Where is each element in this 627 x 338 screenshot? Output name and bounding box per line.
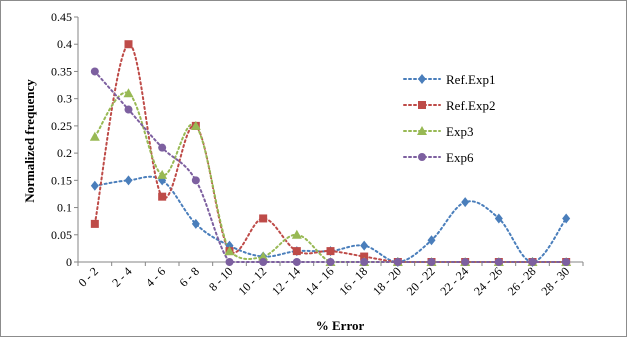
data-point — [190, 120, 201, 130]
data-point — [360, 252, 369, 261]
x-tick-label: 4 - 6 — [143, 264, 168, 289]
data-point — [494, 258, 503, 266]
data-point — [562, 213, 571, 224]
data-point — [124, 40, 133, 49]
data-point — [224, 246, 235, 256]
data-point — [191, 218, 200, 229]
data-point — [292, 247, 301, 256]
data-point — [562, 258, 571, 266]
y-tick-label: 0.4 — [57, 37, 72, 51]
data-point — [90, 67, 99, 76]
data-point — [259, 214, 268, 223]
data-point — [158, 143, 167, 152]
y-tick-label: 0.2 — [57, 146, 72, 160]
legend: Ref.Exp1 Ref.Exp2 Exp3 Exp6 — [403, 72, 495, 165]
data-point — [360, 258, 369, 266]
y-tick-label: 0.45 — [51, 10, 72, 24]
data-point — [528, 258, 537, 266]
data-point — [291, 229, 302, 239]
data-point — [326, 258, 335, 266]
data-point — [191, 176, 200, 185]
data-point — [427, 235, 436, 246]
data-point — [461, 258, 470, 266]
y-tick-label: 0.05 — [51, 228, 72, 242]
data-point — [225, 258, 234, 266]
data-point — [292, 258, 301, 266]
y-tick-label: 0.35 — [51, 64, 72, 78]
x-tick-label: 10 - 12 — [235, 264, 269, 298]
data-point — [259, 258, 268, 266]
data-point — [157, 169, 168, 179]
x-tick-label: 6 - 8 — [176, 264, 201, 289]
data-point — [461, 197, 470, 208]
data-point — [90, 180, 99, 191]
legend-marker — [418, 153, 426, 161]
x-tick-label: 8 - 10 — [206, 264, 236, 294]
x-tick-label: 22 - 24 — [437, 264, 471, 298]
y-axis-title: Normalized frequency — [22, 79, 37, 203]
legend-label: Exp3 — [446, 124, 473, 139]
y-tick-label: 0 — [66, 255, 72, 269]
data-point — [494, 213, 503, 224]
x-tick-label: 0 - 2 — [75, 264, 100, 289]
x-tick-label: 26 - 28 — [505, 264, 539, 298]
x-tick-label: 20 - 22 — [404, 264, 438, 298]
x-tick-label: 28 - 30 — [538, 264, 572, 298]
y-tick-label: 0.25 — [51, 119, 72, 133]
data-point — [89, 131, 100, 141]
data-point — [258, 251, 269, 261]
legend-marker — [417, 126, 427, 135]
data-point — [123, 88, 134, 98]
data-point — [124, 105, 133, 114]
legend-marker — [418, 101, 426, 109]
series-markers — [89, 40, 572, 267]
data-point — [90, 219, 99, 228]
data-point — [393, 258, 402, 266]
legend-label: Exp6 — [446, 150, 474, 165]
y-tick-label: 0.1 — [57, 201, 72, 215]
legend-label: Ref.Exp2 — [446, 98, 495, 113]
y-tick-label: 0.15 — [51, 173, 72, 187]
x-tick-label: 24 - 26 — [471, 264, 505, 298]
data-point — [360, 240, 369, 251]
x-axis-title: % Error — [316, 318, 365, 333]
y-tick-labels: 0 0.05 0.1 0.15 0.2 0.25 0.3 0.35 0.4 0.45 — [51, 10, 72, 269]
x-tick-label: 18 - 20 — [370, 264, 404, 298]
x-tick-label: 16 - 18 — [336, 264, 370, 298]
x-tick-label: 14 - 16 — [303, 264, 337, 298]
legend-label: Ref.Exp1 — [446, 72, 495, 87]
x-tick-label: 12 - 14 — [269, 264, 303, 298]
data-point — [326, 247, 335, 256]
data-point — [427, 258, 436, 266]
data-point — [124, 175, 133, 186]
series-line-4 — [93, 70, 568, 263]
data-point — [158, 192, 167, 201]
x-tick-label: 2 - 4 — [109, 264, 134, 289]
y-tick-label: 0.3 — [57, 92, 72, 106]
legend-marker — [418, 74, 426, 84]
